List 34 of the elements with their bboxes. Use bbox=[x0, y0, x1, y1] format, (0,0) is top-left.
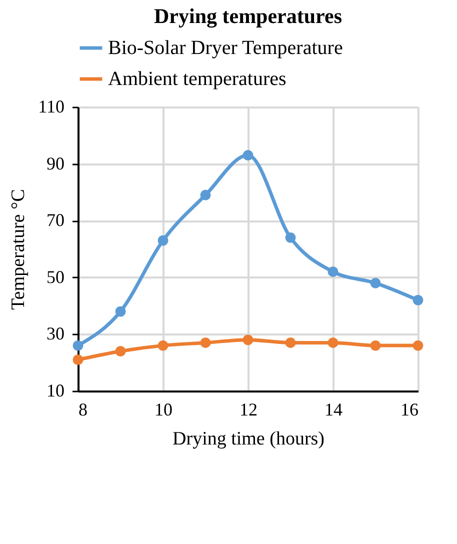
point bbox=[370, 340, 381, 351]
point bbox=[115, 346, 126, 356]
point bbox=[370, 278, 381, 288]
point bbox=[412, 340, 424, 351]
x-tick-label: 14 bbox=[324, 400, 342, 420]
legend-label: Bio-Solar Dryer Temperature bbox=[108, 37, 343, 59]
y-tick-label: 30 bbox=[46, 324, 64, 344]
point bbox=[412, 294, 424, 306]
point bbox=[242, 150, 254, 161]
point bbox=[242, 334, 254, 346]
x-axis-title: Drying time (hours) bbox=[172, 428, 324, 450]
x-tick-label: 12 bbox=[240, 400, 258, 420]
point bbox=[200, 337, 211, 348]
point bbox=[285, 337, 296, 348]
point bbox=[328, 266, 338, 277]
y-tick-label: 10 bbox=[46, 380, 64, 400]
point bbox=[285, 232, 296, 243]
y-tick-label: 50 bbox=[46, 266, 64, 287]
point bbox=[72, 354, 84, 365]
point bbox=[200, 190, 211, 200]
chart-title: Drying temperatures bbox=[154, 4, 342, 28]
legend-label: Ambient temperatures bbox=[108, 68, 286, 90]
point bbox=[328, 337, 338, 348]
point bbox=[158, 235, 168, 246]
x-tick-label: 16 bbox=[400, 400, 418, 420]
point bbox=[72, 340, 84, 351]
y-tick-label: 90 bbox=[46, 153, 64, 174]
point bbox=[115, 306, 126, 317]
point bbox=[158, 340, 168, 351]
x-tick-label: 10 bbox=[154, 400, 172, 420]
y-axis-title: Temperature °C bbox=[8, 189, 30, 310]
x-tick-label: 8 bbox=[78, 400, 88, 420]
y-tick-label: 110 bbox=[38, 96, 64, 116]
y-tick-label: 70 bbox=[46, 210, 64, 230]
